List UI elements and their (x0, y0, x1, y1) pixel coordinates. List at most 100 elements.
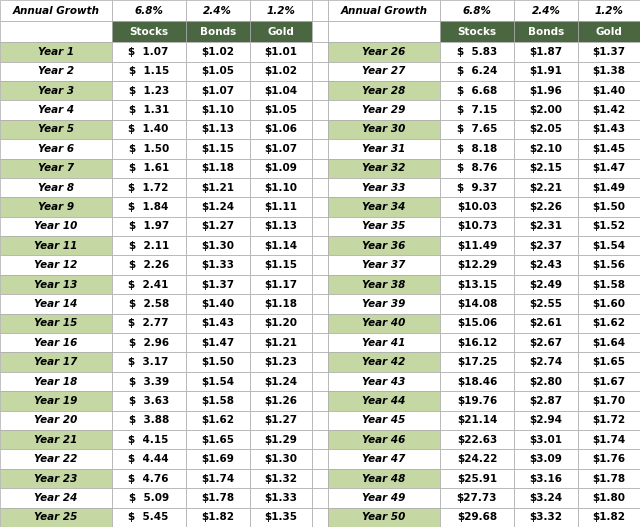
Text: Year 15: Year 15 (34, 318, 77, 328)
Bar (312, 178, 328, 197)
Bar (186, 178, 250, 197)
Text: $1.47: $1.47 (593, 163, 626, 173)
Bar (440, 372, 514, 391)
Bar (578, 294, 640, 314)
Text: Year 9: Year 9 (38, 202, 74, 212)
Bar (0, 178, 112, 197)
Text: Year 40: Year 40 (362, 318, 406, 328)
Bar (250, 0, 312, 21)
Bar (440, 21, 514, 42)
Bar (440, 62, 514, 81)
Bar (312, 508, 328, 527)
Bar (328, 391, 440, 411)
Text: $14.08: $14.08 (457, 299, 497, 309)
Bar (250, 256, 312, 275)
Bar (112, 411, 186, 430)
Text: Year 22: Year 22 (34, 454, 77, 464)
Bar (112, 217, 186, 236)
Bar (328, 100, 440, 120)
Bar (0, 139, 112, 159)
Bar (186, 508, 250, 527)
Text: $1.29: $1.29 (264, 435, 297, 445)
Bar (514, 139, 578, 159)
Text: $1.76: $1.76 (593, 454, 626, 464)
Bar (250, 488, 312, 508)
Bar (514, 236, 578, 256)
Bar (186, 0, 250, 21)
Bar (328, 294, 440, 314)
Text: $2.94: $2.94 (529, 415, 563, 425)
Text: 2.4%: 2.4% (204, 6, 232, 15)
Bar (112, 508, 186, 527)
Bar (250, 197, 312, 217)
Bar (440, 197, 514, 217)
Text: $1.62: $1.62 (593, 318, 625, 328)
Text: $1.62: $1.62 (201, 415, 234, 425)
Text: $  1.61: $ 1.61 (129, 163, 169, 173)
Bar (578, 508, 640, 527)
Bar (0, 0, 112, 21)
Text: Year 36: Year 36 (362, 241, 406, 251)
Bar (312, 100, 328, 120)
Text: Year 7: Year 7 (38, 163, 74, 173)
Text: Year 5: Year 5 (38, 124, 74, 134)
Text: $1.15: $1.15 (201, 144, 234, 154)
Text: Year 34: Year 34 (362, 202, 406, 212)
Text: $2.87: $2.87 (529, 396, 563, 406)
Bar (328, 333, 440, 353)
Bar (312, 236, 328, 256)
Text: $2.55: $2.55 (529, 299, 563, 309)
Bar (328, 159, 440, 178)
Bar (250, 139, 312, 159)
Text: Year 25: Year 25 (34, 512, 77, 522)
Text: $1.09: $1.09 (264, 163, 297, 173)
Text: $1.06: $1.06 (264, 124, 297, 134)
Text: Year 21: Year 21 (34, 435, 77, 445)
Bar (0, 81, 112, 100)
Text: $1.17: $1.17 (264, 280, 298, 289)
Text: $3.09: $3.09 (530, 454, 563, 464)
Bar (440, 275, 514, 294)
Text: $1.02: $1.02 (264, 66, 297, 76)
Bar (250, 62, 312, 81)
Text: $1.67: $1.67 (593, 377, 626, 386)
Bar (578, 21, 640, 42)
Bar (312, 372, 328, 391)
Bar (0, 294, 112, 314)
Text: Year 50: Year 50 (362, 512, 406, 522)
Text: $  3.63: $ 3.63 (129, 396, 169, 406)
Text: $1.27: $1.27 (201, 221, 234, 231)
Bar (112, 21, 186, 42)
Text: 1.2%: 1.2% (266, 6, 295, 15)
Text: $  3.39: $ 3.39 (129, 377, 169, 386)
Text: Year 31: Year 31 (362, 144, 406, 154)
Bar (186, 21, 250, 42)
Bar (514, 217, 578, 236)
Bar (312, 333, 328, 353)
Bar (440, 217, 514, 236)
Text: Year 45: Year 45 (362, 415, 406, 425)
Text: $  2.58: $ 2.58 (129, 299, 169, 309)
Text: $1.50: $1.50 (593, 202, 625, 212)
Text: $1.82: $1.82 (593, 512, 625, 522)
Text: $1.23: $1.23 (264, 357, 297, 367)
Text: $  1.15: $ 1.15 (129, 66, 169, 76)
Bar (514, 314, 578, 333)
Text: $1.74: $1.74 (593, 435, 626, 445)
Bar (440, 236, 514, 256)
Text: $1.82: $1.82 (201, 512, 234, 522)
Text: $2.61: $2.61 (529, 318, 563, 328)
Bar (328, 450, 440, 469)
Text: $1.37: $1.37 (201, 280, 234, 289)
Bar (112, 353, 186, 372)
Text: Year 3: Year 3 (38, 86, 74, 95)
Text: $1.70: $1.70 (593, 396, 626, 406)
Text: $1.78: $1.78 (201, 493, 234, 503)
Text: Year 18: Year 18 (34, 377, 77, 386)
Bar (440, 430, 514, 450)
Bar (186, 411, 250, 430)
Bar (514, 81, 578, 100)
Bar (250, 21, 312, 42)
Text: $1.52: $1.52 (593, 221, 625, 231)
Text: $1.87: $1.87 (529, 47, 563, 57)
